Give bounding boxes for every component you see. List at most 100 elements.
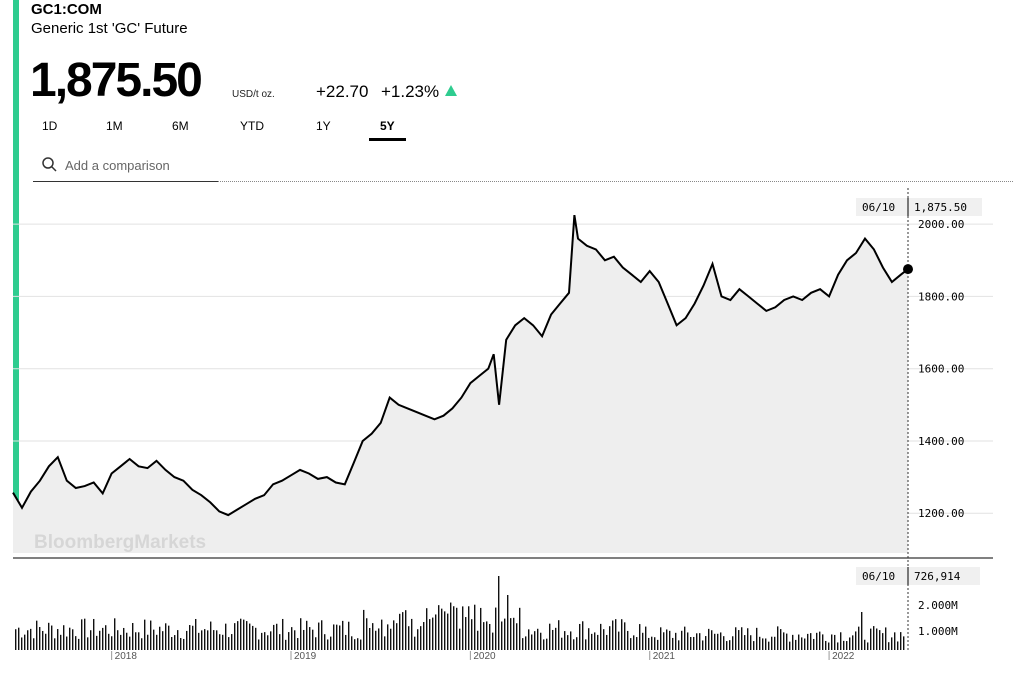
volume-bar: [141, 638, 142, 650]
volume-bar: [864, 640, 865, 650]
volume-bar: [702, 640, 703, 650]
volume-bar: [270, 631, 271, 650]
volume-bar: [684, 627, 685, 650]
volume-bar: [225, 624, 226, 650]
volume-bar: [852, 635, 853, 650]
volume-bar: [339, 625, 340, 650]
volume-bar: [345, 635, 346, 650]
volume-bar: [582, 621, 583, 650]
volume-bar: [540, 633, 541, 650]
volume-bar: [147, 635, 148, 650]
volume-bar: [666, 629, 667, 650]
volume-bar: [402, 612, 403, 650]
volume-bar: [357, 638, 358, 650]
volume-bar: [333, 624, 334, 650]
volume-bar: [510, 618, 511, 650]
volume-bar: [282, 619, 283, 650]
volume-bar: [231, 634, 232, 650]
volume-bar: [507, 595, 508, 650]
volume-date: 06/10: [862, 570, 895, 583]
volume-bar: [567, 635, 568, 650]
volume-bar: [663, 632, 664, 650]
volume-bar: [717, 634, 718, 650]
volume-bar: [762, 638, 763, 650]
volume-bar: [429, 619, 430, 650]
volume-bar: [576, 637, 577, 650]
volume-bar: [861, 612, 862, 650]
volume-value: 726,914: [914, 570, 961, 583]
volume-bar: [54, 638, 55, 650]
volume-bar: [603, 629, 604, 650]
volume-bar: [894, 632, 895, 650]
volume-bar: [408, 626, 409, 650]
volume-bar: [624, 622, 625, 650]
x-tick-label: 2021: [653, 651, 676, 662]
volume-bar: [285, 640, 286, 650]
volume-bar: [213, 630, 214, 650]
volume-bar: [363, 610, 364, 650]
volume-bar: [435, 614, 436, 650]
crosshair-date: 06/10: [862, 201, 895, 214]
y-axis-labels: 1200.001400.001600.001800.002000.00: [918, 218, 964, 520]
volume-bar: [645, 627, 646, 650]
volume-bar: [525, 636, 526, 650]
volume-bar: [606, 635, 607, 650]
volume-bar: [837, 642, 838, 650]
volume-bar: [888, 642, 889, 650]
x-tick-label: 2020: [473, 651, 496, 662]
volume-bar: [24, 635, 25, 650]
volume-bar: [555, 628, 556, 650]
volume-bar: [180, 638, 181, 650]
volume-bar: [648, 638, 649, 650]
volume-bar: [867, 642, 868, 650]
volume-bar: [84, 619, 85, 650]
volume-bar: [405, 610, 406, 650]
volume-bar: [795, 640, 796, 650]
volume-bar: [447, 614, 448, 650]
volume-bar: [669, 631, 670, 650]
volume-bar: [69, 628, 70, 650]
volume-bar: [504, 619, 505, 650]
volume-bar: [30, 629, 31, 650]
volume-bar: [291, 627, 292, 650]
volume-bar: [174, 635, 175, 650]
volume-bar: [21, 637, 22, 650]
volume-bar: [312, 630, 313, 650]
volume-bar: [780, 629, 781, 650]
volume-bar: [714, 634, 715, 650]
volume-bar: [165, 623, 166, 650]
volume-bar: [48, 623, 49, 650]
volume-bar: [546, 639, 547, 650]
volume-bar: [777, 626, 778, 650]
volume-bar: [177, 630, 178, 650]
volume-bar: [678, 640, 679, 650]
y-tick-label: 1600.00: [918, 363, 964, 376]
volume-bar: [171, 637, 172, 650]
volume-bar: [744, 635, 745, 650]
volume-bar: [807, 634, 808, 650]
volume-bar: [156, 635, 157, 650]
volume-bar: [858, 627, 859, 650]
volume-bar: [39, 627, 40, 650]
volume-bar: [738, 630, 739, 650]
volume-bar: [237, 621, 238, 650]
volume-bar: [711, 630, 712, 650]
volume-bar: [579, 624, 580, 650]
volume-bar: [351, 636, 352, 650]
y-tick-label: 1400.00: [918, 435, 964, 448]
volume-bar: [879, 630, 880, 650]
volume-bar: [234, 623, 235, 650]
volume-bar: [60, 635, 61, 650]
volume-bar: [189, 625, 190, 650]
volume-bar: [741, 627, 742, 650]
volume-bar: [537, 629, 538, 650]
volume-bar: [36, 621, 37, 650]
volume-bar: [192, 626, 193, 650]
volume-bar: [399, 614, 400, 650]
volume-bar: [420, 626, 421, 650]
volume-bar: [138, 632, 139, 650]
volume-bar: [480, 608, 481, 650]
volume-bar: [732, 636, 733, 650]
volume-bar: [309, 627, 310, 650]
volume-bar: [153, 630, 154, 650]
